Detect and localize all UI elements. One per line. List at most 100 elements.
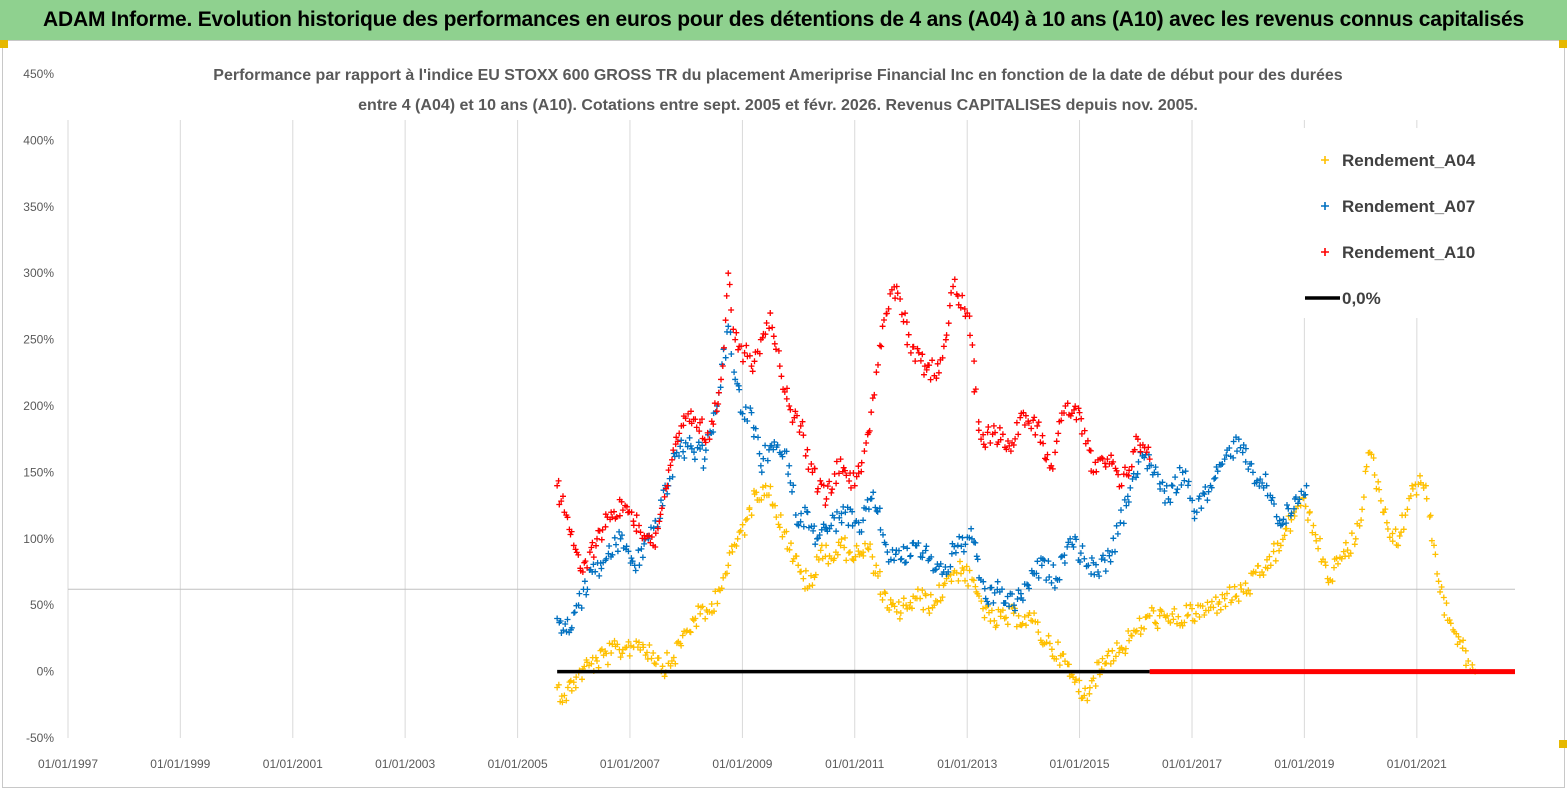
y-tick-label: 100% [23, 532, 54, 546]
data-point [1081, 555, 1088, 562]
data-point [1048, 462, 1055, 469]
data-point-cluster [746, 487, 758, 519]
data-point-cluster [1045, 632, 1063, 669]
data-point-cluster [867, 541, 880, 577]
data-point [1038, 562, 1045, 569]
data-point [1034, 422, 1041, 429]
data-point-cluster [1064, 400, 1082, 423]
data-point-cluster [1106, 452, 1123, 490]
data-point [828, 522, 835, 529]
data-point-cluster [999, 586, 1015, 610]
data-point-cluster [1012, 581, 1030, 614]
data-point-cluster [708, 588, 721, 616]
data-point-cluster [693, 416, 711, 446]
data-point-cluster [563, 512, 575, 538]
data-point [554, 615, 561, 622]
data-point-cluster [1354, 449, 1372, 529]
data-point-cluster [974, 590, 992, 621]
data-point [575, 602, 582, 609]
data-point-cluster [637, 641, 655, 662]
data-point [1235, 436, 1242, 443]
data-point-cluster [717, 570, 730, 594]
data-point [1071, 679, 1078, 686]
data-point [1240, 588, 1247, 595]
data-point-cluster [919, 587, 936, 617]
data-point-cluster [1409, 472, 1427, 498]
data-point [931, 602, 938, 609]
frame-corner-marker [1559, 740, 1567, 748]
data-point-cluster [1003, 603, 1020, 630]
data-point-cluster [708, 389, 722, 428]
data-point-cluster [680, 408, 697, 429]
data-point-cluster [743, 342, 753, 360]
data-point [1006, 442, 1013, 449]
data-point-cluster [886, 596, 898, 613]
data-point-cluster [849, 542, 862, 564]
data-point-cluster [942, 540, 959, 578]
x-tick-label: 01/01/2021 [1387, 757, 1447, 771]
data-point-cluster [947, 558, 964, 585]
data-point-cluster [590, 557, 609, 579]
x-tick-label: 01/01/2013 [937, 757, 997, 771]
data-point [1263, 482, 1270, 489]
legend-label-a07: Rendement_A07 [1342, 197, 1475, 216]
data-point-cluster [1195, 484, 1212, 512]
series-rendement-a07 [554, 323, 1310, 636]
data-point-cluster [928, 553, 946, 578]
data-point-cluster [623, 638, 641, 659]
data-point-cluster [937, 289, 955, 363]
data-point [732, 376, 739, 383]
data-point-cluster [811, 547, 824, 581]
chart-title-line-2: entre 4 (A04) et 10 ans (A10). Cotations… [358, 97, 1198, 114]
data-point-cluster [1152, 464, 1170, 506]
data-point-cluster [923, 357, 941, 383]
data-point-cluster [1035, 419, 1053, 471]
data-point [1221, 595, 1228, 602]
data-point-cluster [984, 578, 1001, 608]
data-point [968, 535, 975, 542]
data-point-cluster [717, 328, 730, 391]
y-tick-label: 50% [30, 598, 54, 612]
data-point [978, 436, 985, 443]
legend-label-zero: 0,0% [1342, 289, 1381, 308]
data-point-cluster [1453, 630, 1469, 669]
x-tick-label: 01/01/2011 [825, 757, 884, 771]
data-point-cluster [1167, 602, 1190, 629]
data-point [1465, 657, 1472, 664]
data-point-cluster [980, 422, 997, 451]
data-point-cluster [1105, 640, 1123, 667]
data-point [767, 310, 774, 317]
data-point [795, 522, 802, 529]
data-point [1352, 535, 1359, 542]
data-point-cluster [637, 529, 655, 546]
data-point [1151, 469, 1158, 476]
data-point-cluster [727, 329, 738, 376]
data-point [1076, 409, 1083, 416]
data-point [903, 602, 910, 609]
data-point-cluster [787, 406, 803, 436]
data-point-cluster [726, 541, 740, 556]
data-point-cluster [563, 677, 575, 704]
data-point [1025, 582, 1032, 589]
data-point [1090, 469, 1097, 476]
data-point-cluster [838, 534, 852, 564]
data-point-cluster [787, 479, 801, 528]
x-tick-label: 01/01/2001 [263, 757, 323, 771]
data-point-cluster [783, 528, 796, 565]
data-point-cluster [1007, 410, 1025, 455]
data-point [1184, 612, 1191, 619]
data-point-cluster [858, 540, 871, 559]
data-point-cluster [960, 563, 979, 590]
data-point [921, 363, 928, 370]
data-point-cluster [1208, 461, 1226, 491]
data-point-cluster [1139, 451, 1156, 478]
data-point-cluster [815, 521, 833, 542]
legend-marker [1321, 248, 1329, 256]
data-point [1338, 555, 1345, 562]
data-point [851, 482, 858, 489]
data-point [608, 650, 615, 657]
data-point-cluster [1260, 540, 1283, 578]
y-tick-label: -50% [26, 731, 54, 745]
data-point-cluster [1167, 464, 1185, 506]
data-point [706, 436, 713, 443]
